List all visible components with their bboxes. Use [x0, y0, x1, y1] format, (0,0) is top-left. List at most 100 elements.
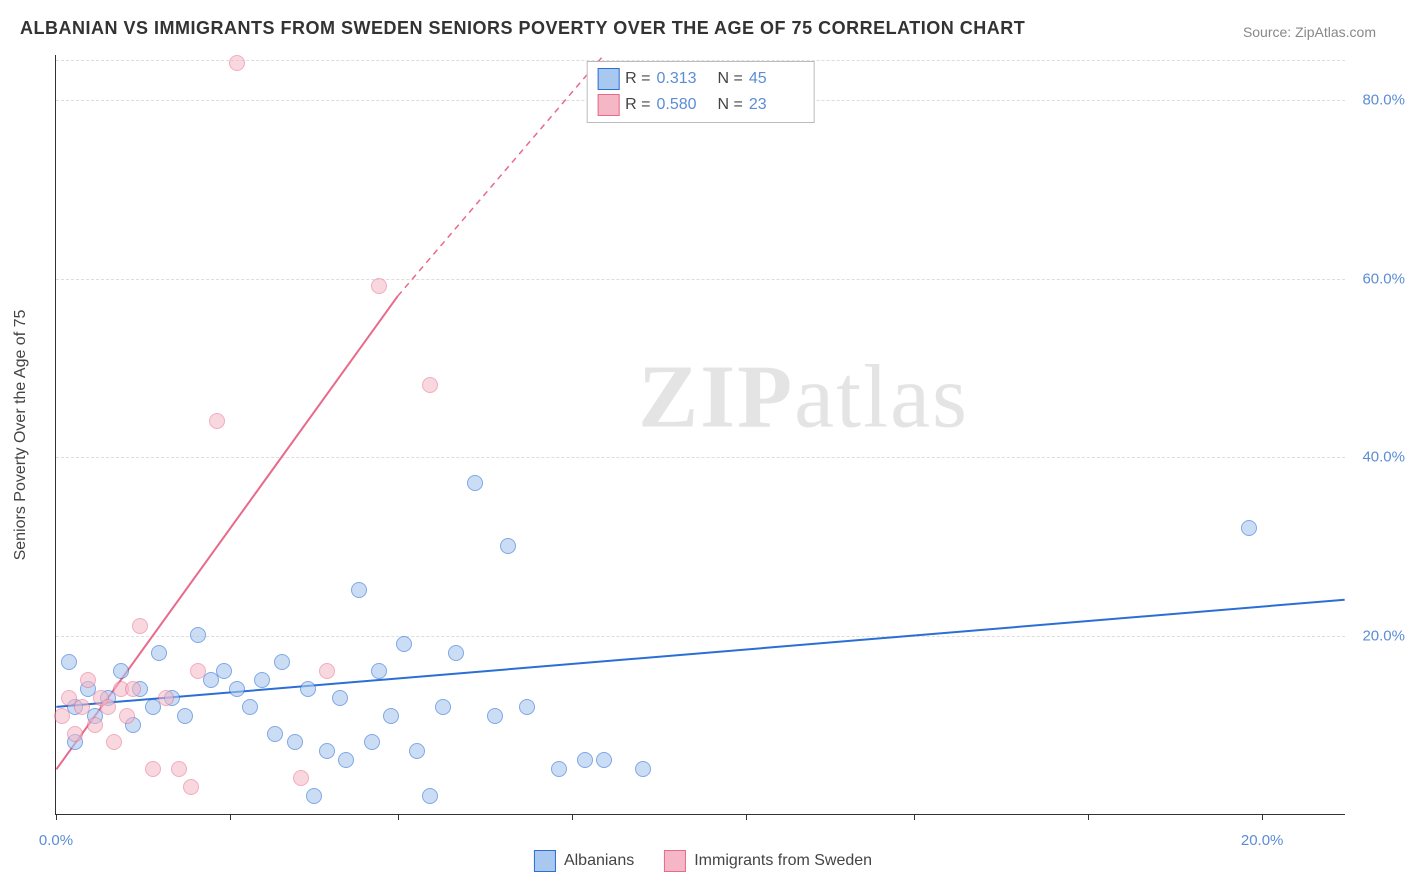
data-point — [371, 278, 387, 294]
data-point — [319, 743, 335, 759]
x-tick — [746, 814, 747, 820]
data-point — [209, 413, 225, 429]
data-point — [183, 779, 199, 795]
legend-square-icon — [534, 850, 556, 872]
data-point — [300, 681, 316, 697]
legend-r-label: R = — [625, 70, 650, 88]
data-point — [287, 734, 303, 750]
gridline — [56, 457, 1345, 458]
data-point — [364, 734, 380, 750]
data-point — [190, 627, 206, 643]
data-point — [190, 663, 206, 679]
data-point — [254, 672, 270, 688]
legend-item-albanians: Albanians — [534, 850, 634, 872]
data-point — [274, 654, 290, 670]
data-point — [422, 788, 438, 804]
data-point — [80, 672, 96, 688]
y-tick-label: 60.0% — [1362, 270, 1405, 287]
x-tick — [1088, 814, 1089, 820]
data-point — [577, 752, 593, 768]
source-label: Source: ZipAtlas.com — [1243, 24, 1376, 40]
trend-line — [398, 55, 604, 296]
data-point — [351, 582, 367, 598]
watermark-zip: ZIP — [638, 347, 794, 446]
x-tick-label: 20.0% — [1241, 832, 1284, 849]
watermark-atlas: atlas — [794, 347, 969, 446]
data-point — [435, 699, 451, 715]
data-point — [519, 699, 535, 715]
data-point — [306, 788, 322, 804]
data-point — [448, 645, 464, 661]
legend-r-value-1: 0.580 — [657, 96, 712, 114]
chart-title: ALBANIAN VS IMMIGRANTS FROM SWEDEN SENIO… — [20, 18, 1025, 39]
legend-r-value-0: 0.313 — [657, 70, 712, 88]
legend-r-label: R = — [625, 96, 650, 114]
data-point — [332, 690, 348, 706]
data-point — [267, 726, 283, 742]
legend-item-sweden: Immigrants from Sweden — [664, 850, 872, 872]
data-point — [467, 475, 483, 491]
legend-row-albanians: R = 0.313 N = 45 — [597, 66, 804, 92]
legend-square-icon — [664, 850, 686, 872]
plot-area: Seniors Poverty Over the Age of 75 ZIPat… — [55, 55, 1345, 815]
data-point — [319, 663, 335, 679]
data-point — [132, 618, 148, 634]
data-point — [87, 717, 103, 733]
data-point — [67, 726, 83, 742]
data-point — [487, 708, 503, 724]
legend-n-value-1: 23 — [749, 96, 804, 114]
data-point — [125, 681, 141, 697]
data-point — [100, 699, 116, 715]
data-point — [551, 761, 567, 777]
x-tick — [398, 814, 399, 820]
x-tick — [914, 814, 915, 820]
data-point — [119, 708, 135, 724]
data-point — [145, 761, 161, 777]
data-point — [61, 654, 77, 670]
gridline — [56, 279, 1345, 280]
legend-square-sweden — [597, 94, 619, 116]
watermark: ZIPatlas — [638, 345, 969, 448]
data-point — [158, 690, 174, 706]
x-tick — [230, 814, 231, 820]
x-tick — [56, 814, 57, 820]
data-point — [229, 55, 245, 71]
legend-label-albanians: Albanians — [564, 852, 634, 870]
data-point — [371, 663, 387, 679]
data-point — [293, 770, 309, 786]
data-point — [113, 663, 129, 679]
data-point — [229, 681, 245, 697]
data-point — [635, 761, 651, 777]
data-point — [422, 377, 438, 393]
legend-correlation: R = 0.313 N = 45 R = 0.580 N = 23 — [586, 61, 815, 123]
data-point — [106, 734, 122, 750]
x-tick — [1262, 814, 1263, 820]
data-point — [500, 538, 516, 554]
legend-square-albanians — [597, 68, 619, 90]
legend-n-value-0: 45 — [749, 70, 804, 88]
data-point — [171, 761, 187, 777]
legend-n-label: N = — [718, 96, 743, 114]
data-point — [596, 752, 612, 768]
legend-series: Albanians Immigrants from Sweden — [534, 850, 872, 872]
y-tick-label: 80.0% — [1362, 91, 1405, 108]
data-point — [74, 699, 90, 715]
legend-n-label: N = — [718, 70, 743, 88]
x-tick — [572, 814, 573, 820]
data-point — [383, 708, 399, 724]
data-point — [242, 699, 258, 715]
data-point — [151, 645, 167, 661]
y-tick-label: 40.0% — [1362, 449, 1405, 466]
data-point — [338, 752, 354, 768]
y-axis-label: Seniors Poverty Over the Age of 75 — [12, 309, 30, 560]
data-point — [1241, 520, 1257, 536]
data-point — [54, 708, 70, 724]
x-tick-label: 0.0% — [39, 832, 73, 849]
trend-line — [56, 600, 1344, 707]
legend-label-sweden: Immigrants from Sweden — [694, 852, 872, 870]
legend-row-sweden: R = 0.580 N = 23 — [597, 92, 804, 118]
gridline — [56, 636, 1345, 637]
data-point — [396, 636, 412, 652]
y-tick-label: 20.0% — [1362, 628, 1405, 645]
data-point — [409, 743, 425, 759]
